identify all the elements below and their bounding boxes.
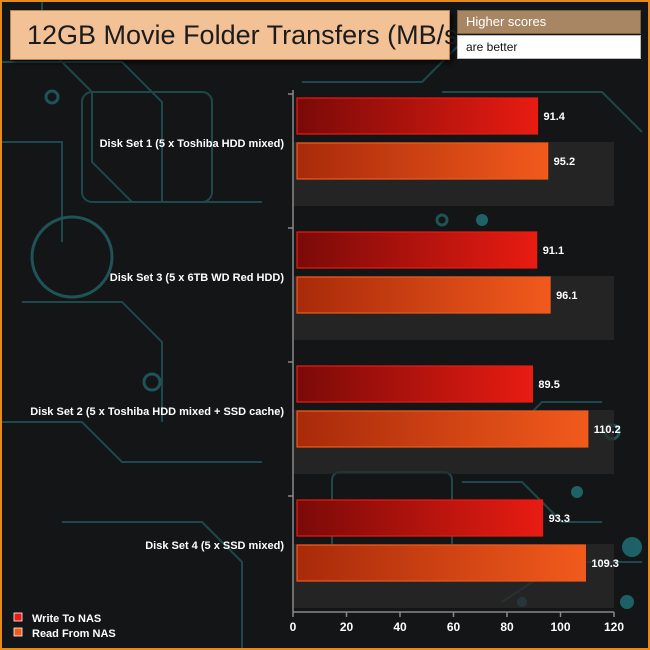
data-label: 89.5: [538, 379, 559, 391]
legend-label: Write To NAS: [32, 613, 101, 625]
note-box-bottom: are better: [457, 35, 641, 59]
x-tick-label: 0: [290, 620, 297, 634]
chart-title: 12GB Movie Folder Transfers (MB/s): [27, 20, 467, 50]
bar-read-from-nas: [296, 142, 549, 180]
legend-label: Read From NAS: [32, 628, 116, 640]
x-tick-label: 100: [550, 620, 570, 634]
x-tick-label: 40: [393, 620, 407, 634]
note-box-top: Higher scores: [457, 10, 641, 34]
data-label: 110.2: [594, 424, 621, 436]
legend-swatch: [13, 627, 23, 637]
bar-write-to-nas: [296, 499, 544, 537]
bar-write-to-nas: [296, 97, 539, 135]
bar-read-from-nas: [296, 410, 589, 448]
data-label: 109.3: [591, 558, 619, 570]
x-tick-label: 120: [604, 620, 624, 634]
data-label: 96.1: [556, 290, 577, 302]
category-label: Disk Set 2 (5 x Toshiba HDD mixed + SSD …: [30, 406, 284, 418]
note-text-bottom: are better: [466, 40, 518, 54]
data-label: 93.3: [549, 513, 570, 525]
data-label: 91.4: [543, 111, 565, 123]
data-label: 95.2: [554, 156, 575, 168]
category-label: Disk Set 4 (5 x SSD mixed): [145, 540, 284, 552]
legend-swatch: [13, 612, 23, 622]
x-tick-label: 20: [340, 620, 354, 634]
bar-write-to-nas: [296, 365, 534, 403]
category-label: Disk Set 3 (5 x 6TB WD Red HDD): [110, 272, 285, 284]
x-tick-label: 60: [447, 620, 461, 634]
note-text-top: Higher scores: [466, 14, 547, 29]
bar-read-from-nas: [296, 276, 551, 314]
x-tick-label: 80: [500, 620, 514, 634]
category-label: Disk Set 1 (5 x Toshiba HDD mixed): [100, 138, 285, 150]
bar-write-to-nas: [296, 231, 538, 269]
bar-read-from-nas: [296, 544, 586, 582]
title-box: 12GB Movie Folder Transfers (MB/s): [10, 10, 467, 60]
data-label: 91.1: [543, 245, 564, 257]
